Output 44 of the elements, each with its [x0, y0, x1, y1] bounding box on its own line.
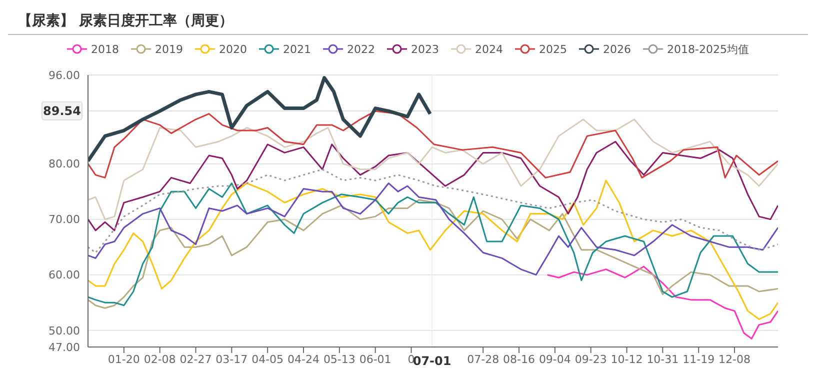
line-series — [546, 266, 778, 340]
x-tick-label: 10-12 — [610, 352, 643, 366]
legend-label: 2018 — [90, 42, 120, 56]
x-tick-label: 11-19 — [682, 352, 715, 366]
x-tick-label: 02-08 — [144, 352, 176, 366]
x-tick-label: 01-20 — [108, 352, 140, 366]
legend-label: 2019 — [154, 42, 184, 56]
line-series — [88, 182, 778, 276]
line-series — [88, 76, 432, 163]
y-tick-label: 96.00 — [48, 68, 80, 82]
x-tick-label: 06-01 — [359, 352, 392, 366]
line-series — [88, 199, 778, 309]
legend-label: 2025 — [538, 42, 568, 56]
x-tick-label: 04-24 — [288, 352, 320, 366]
x-tick-label: 10-31 — [646, 352, 679, 366]
legend-label: 2020 — [218, 42, 248, 56]
y-tick-label: 80.00 — [48, 158, 80, 171]
line-series — [88, 110, 778, 178]
x-tick-label: 05-13 — [323, 352, 356, 366]
x-tick-label: 08-16 — [503, 352, 535, 366]
x-tick-label: 12-08 — [718, 352, 751, 366]
y-tick-label: 47.00 — [48, 340, 80, 354]
y-tick-label: 60.00 — [48, 268, 80, 282]
line-series — [88, 140, 778, 232]
legend-label: 2026 — [602, 42, 632, 56]
legend-label: 2018-2025均值 — [666, 42, 749, 56]
legend-label: 2021 — [282, 42, 312, 56]
y-tick-label: 70.00 — [48, 213, 80, 226]
x-tick-label: 07-28 — [467, 352, 500, 366]
x-tick-label: 03-17 — [216, 352, 248, 366]
x-tick-label: 02-27 — [180, 352, 212, 366]
ref-line-label: 07-01 — [412, 354, 452, 368]
line-series — [88, 118, 778, 220]
line-series — [88, 168, 778, 254]
x-tick-label: 04-05 — [252, 352, 284, 366]
chart-title: 【尿素】 尿素日度开工率（周更） — [8, 8, 808, 35]
legend-label: 2022 — [346, 42, 376, 56]
y-tick-label: 50.00 — [48, 324, 80, 338]
legend-label: 2024 — [474, 42, 504, 56]
x-tick-label: 0 — [408, 352, 415, 366]
legend-label: 2023 — [410, 42, 440, 56]
x-tick-label: 09-04 — [538, 352, 571, 366]
ref-line-label: 89.54 — [43, 104, 81, 118]
x-tick-label: 09-23 — [574, 352, 607, 366]
